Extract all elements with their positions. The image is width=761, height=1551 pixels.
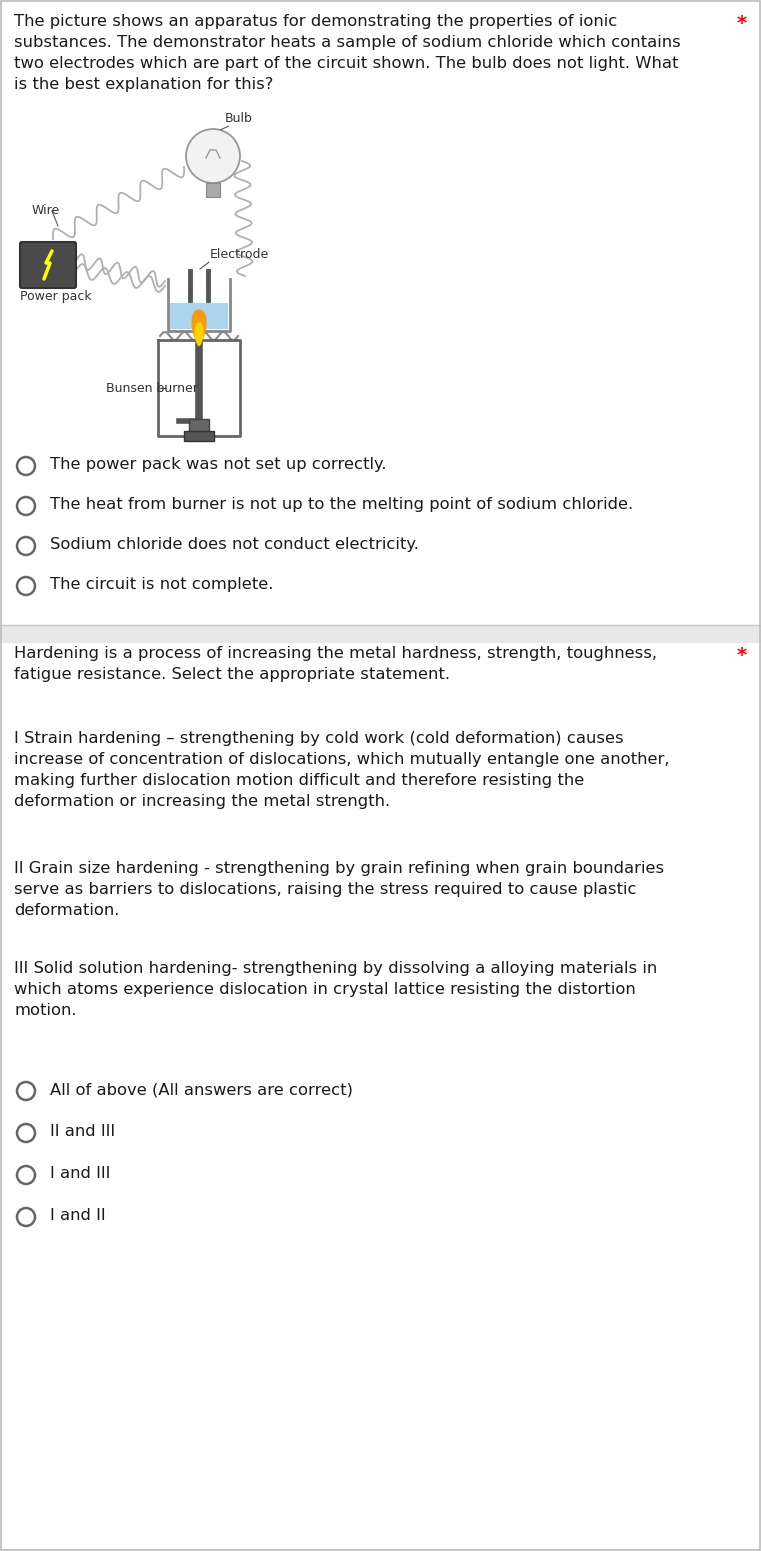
Text: I Strain hardening – strengthening by cold work (cold deformation) causes
increa: I Strain hardening – strengthening by co… (14, 731, 670, 810)
Text: *: * (737, 14, 747, 33)
Polygon shape (195, 323, 203, 346)
Bar (170, 302, 228, 329)
Circle shape (186, 129, 240, 183)
Text: *: * (737, 647, 747, 665)
Text: I and II: I and II (50, 1208, 106, 1224)
Text: Bunsen burner: Bunsen burner (106, 382, 198, 394)
Text: All of above (All answers are correct): All of above (All answers are correct) (50, 1083, 353, 1098)
Bar (206, 183, 220, 197)
Text: II and III: II and III (50, 1124, 115, 1140)
Polygon shape (192, 310, 206, 343)
Text: The power pack was not set up correctly.: The power pack was not set up correctly. (50, 458, 387, 473)
Text: The heat from burner is not up to the melting point of sodium chloride.: The heat from burner is not up to the me… (50, 498, 633, 512)
Bar (184, 431, 214, 440)
Text: Sodium chloride does not conduct electricity.: Sodium chloride does not conduct electri… (50, 538, 419, 552)
Text: Bulb: Bulb (225, 112, 253, 126)
Text: Wire: Wire (32, 205, 60, 217)
Bar (0, 625, 761, 644)
Text: III Solid solution hardening- strengthening by dissolving a alloying materials i: III Solid solution hardening- strengthen… (14, 962, 658, 1017)
Text: Electrode: Electrode (210, 248, 269, 261)
Text: The circuit is not complete.: The circuit is not complete. (50, 577, 273, 592)
FancyBboxPatch shape (20, 242, 76, 288)
Text: Hardening is a process of increasing the metal hardness, strength, toughness,
fa: Hardening is a process of increasing the… (14, 647, 657, 682)
Text: II Grain size hardening - strengthening by grain refining when grain boundaries
: II Grain size hardening - strengthening … (14, 861, 664, 918)
Text: Power pack: Power pack (20, 290, 91, 302)
Bar (189, 419, 209, 431)
Text: The picture shows an apparatus for demonstrating the properties of ionic
substan: The picture shows an apparatus for demon… (14, 14, 681, 92)
Text: I and III: I and III (50, 1166, 110, 1182)
